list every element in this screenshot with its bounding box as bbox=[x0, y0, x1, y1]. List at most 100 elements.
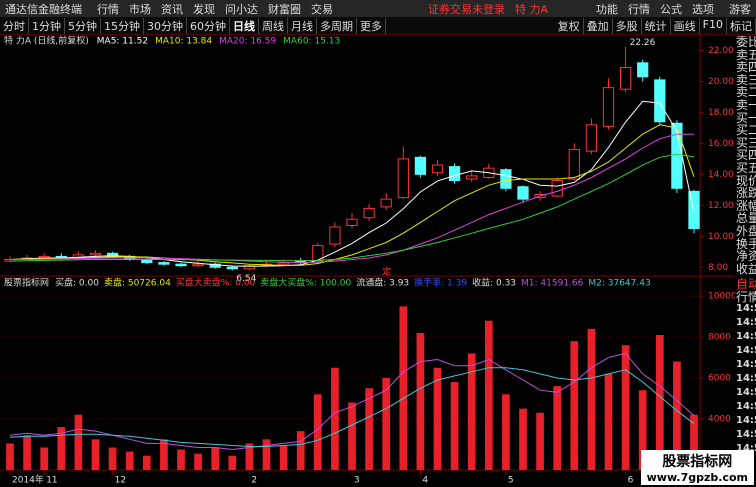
period-button[interactable]: 1分钟 bbox=[29, 17, 65, 34]
quote-label: 现价 bbox=[736, 174, 756, 188]
period-button[interactable]: 多周期 bbox=[317, 17, 357, 34]
volume-bar bbox=[108, 447, 117, 470]
volume-bar bbox=[450, 382, 459, 470]
trade-time: 14:50 bbox=[736, 443, 756, 455]
candle-body bbox=[312, 245, 324, 262]
period-button[interactable]: 5分钟 bbox=[65, 17, 101, 34]
menu-item[interactable]: 财富圈 bbox=[268, 2, 301, 16]
trade-time: 14:50 bbox=[736, 415, 756, 427]
user[interactable]: 游客 bbox=[729, 2, 751, 16]
candle-body bbox=[466, 175, 478, 180]
x-tick-label: 2014年 bbox=[12, 474, 44, 486]
tool-button[interactable]: 画线 bbox=[671, 17, 700, 34]
quote-label: 换手 bbox=[736, 237, 756, 251]
volume-bar bbox=[673, 361, 681, 470]
quote-label: 净资 bbox=[736, 250, 756, 263]
watermark-url: www.7gpzb.com bbox=[646, 471, 748, 484]
title-bar: 通达信金融终端 行情 市场 资讯 发现 问小达 财富圈 交易 证券交易未登录 特 力A 功能… bbox=[0, 0, 756, 17]
volume-bar bbox=[484, 320, 493, 470]
trade-time: 14:50 bbox=[736, 429, 756, 441]
candle-body bbox=[619, 67, 632, 90]
period-button[interactable]: 60分钟 bbox=[187, 17, 230, 34]
menu-item[interactable]: 市场 bbox=[129, 2, 151, 16]
x-tick-label: 6 bbox=[628, 476, 634, 486]
period-button[interactable]: 分时 bbox=[0, 17, 29, 34]
annotation: 22.26 bbox=[630, 38, 656, 48]
tool-button[interactable]: 复权 bbox=[555, 17, 584, 34]
candle-body bbox=[175, 263, 187, 267]
volume-bar bbox=[365, 388, 373, 470]
volume-bar bbox=[177, 449, 185, 470]
volume-bar bbox=[313, 394, 322, 470]
y-tick-label: 6000 bbox=[708, 373, 731, 383]
notice[interactable]: 证券交易未登录 bbox=[428, 2, 505, 16]
quote-label: 买三 bbox=[736, 136, 756, 150]
volume-bar bbox=[331, 367, 339, 470]
menu-item[interactable]: 选项 bbox=[692, 2, 714, 16]
quote-panel: 委比 卖五 卖四 卖三 卖二 卖一 买一 买二 买三 买四 买五 现价 涨跌 涨幅 总量 外盘 换手 净资 收益 自动… bbox=[736, 36, 756, 487]
tool-button[interactable]: 多股 bbox=[613, 17, 642, 34]
volume-bar bbox=[604, 373, 613, 470]
menu-item[interactable]: 行情 bbox=[628, 2, 650, 16]
period-button[interactable]: 周线 bbox=[259, 17, 288, 34]
menu-item[interactable]: 发现 bbox=[193, 2, 215, 16]
quote-label: 涨跌 bbox=[736, 187, 756, 200]
y-tick-label: 8000 bbox=[708, 333, 731, 343]
trade-time: 14:50 bbox=[736, 387, 756, 399]
candle-body bbox=[500, 169, 512, 189]
y-tick-label: 20.00 bbox=[708, 77, 734, 87]
menu-item[interactable]: 交易 bbox=[311, 2, 333, 16]
quote-label: 买四 bbox=[736, 149, 756, 162]
menu-item[interactable]: 问小达 bbox=[225, 2, 258, 16]
quote-label: 外盘 bbox=[736, 224, 756, 238]
candle-body bbox=[346, 218, 358, 226]
volume-bar bbox=[553, 386, 562, 470]
legend-entry: MA60: 15.13 bbox=[283, 37, 340, 47]
period-button[interactable]: 更多 bbox=[357, 17, 386, 34]
tool-button[interactable]: F10 bbox=[700, 17, 727, 34]
panel-tab[interactable]: 行情 bbox=[736, 290, 756, 304]
chart-title: 特 力A (日线,前复权) bbox=[4, 35, 89, 47]
candle-body bbox=[551, 180, 563, 197]
quote-label: 卖一 bbox=[736, 98, 756, 112]
chart: 特 力A (日线,前复权) MA5: 11.52 MA10: 13.84 MA20: … bbox=[0, 34, 735, 486]
menu-item[interactable]: 公式 bbox=[660, 2, 682, 16]
volume-bar bbox=[57, 427, 66, 470]
trade-time: 14:50 bbox=[736, 331, 756, 343]
panel-tab[interactable]: 自动 bbox=[736, 278, 756, 291]
x-tick-label: 3 bbox=[354, 476, 360, 486]
volume-bar bbox=[621, 345, 630, 470]
candle-body bbox=[209, 263, 221, 268]
volume-bar bbox=[160, 439, 168, 470]
x-tick-label: 11 bbox=[46, 476, 57, 486]
period-button[interactable]: 月线 bbox=[288, 17, 317, 34]
legend-entry: MA10: 13.84 bbox=[155, 37, 212, 47]
candle-body bbox=[654, 79, 666, 123]
indicator-line bbox=[9, 352, 695, 451]
indicator-line bbox=[10, 133, 695, 264]
volume-bar bbox=[536, 412, 544, 470]
menu-item[interactable]: 资讯 bbox=[161, 2, 183, 16]
y-tick-label: 10000 bbox=[708, 292, 735, 302]
period-button[interactable]: 30分钟 bbox=[144, 17, 187, 34]
menu-item[interactable]: 功能 bbox=[596, 2, 618, 16]
period-button[interactable]: 15分钟 bbox=[101, 17, 144, 34]
annotation: 6.54 bbox=[236, 274, 256, 284]
indicator-value: 买盘大卖盘%: 0.00 bbox=[176, 277, 256, 289]
volume-bar bbox=[519, 408, 527, 470]
indicator-value: 卖盘大买盘%: 100.00 bbox=[260, 277, 351, 289]
quote-label: 卖四 bbox=[736, 61, 756, 74]
volume-bar bbox=[23, 435, 31, 470]
volume-bar bbox=[348, 402, 356, 470]
y-tick-label: 12.00 bbox=[708, 201, 734, 211]
volume-bar bbox=[416, 332, 425, 470]
candle-body bbox=[226, 266, 238, 270]
app-title: 通达信金融终端 bbox=[5, 2, 82, 16]
menu-item[interactable]: 行情 bbox=[97, 2, 119, 16]
volume-bar bbox=[262, 439, 271, 470]
tool-button[interactable]: 叠加 bbox=[584, 17, 613, 34]
indicator-line bbox=[9, 153, 695, 262]
period-button[interactable]: 日线 bbox=[230, 17, 259, 34]
tool-button[interactable]: 统计 bbox=[642, 17, 671, 34]
